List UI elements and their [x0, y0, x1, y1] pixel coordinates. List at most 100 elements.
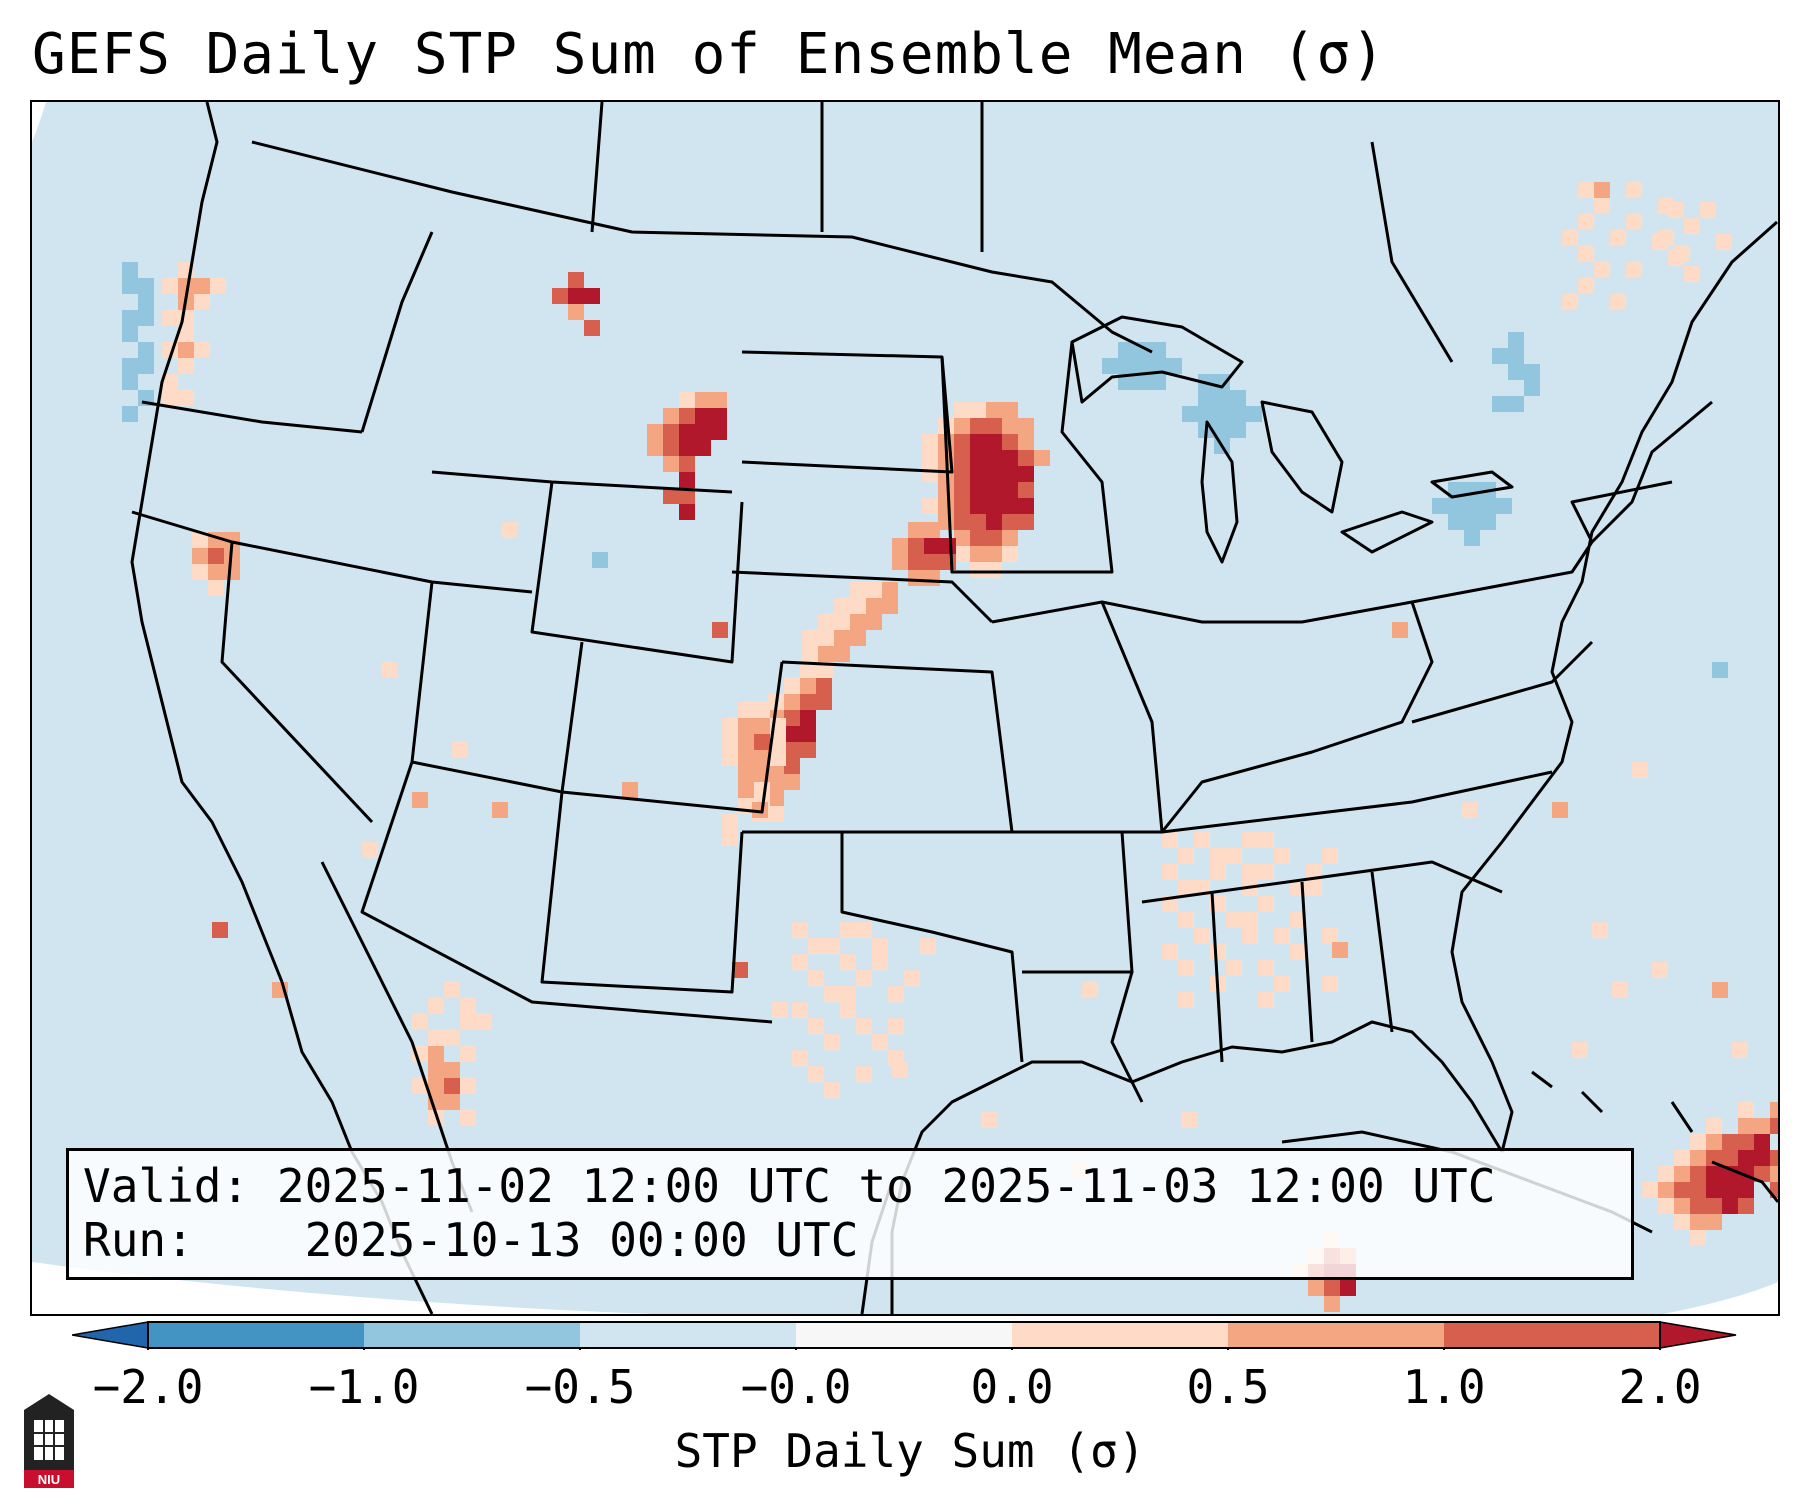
anomaly-cell [1674, 1214, 1690, 1230]
anomaly-cell [1178, 960, 1194, 976]
anomaly-cell [954, 418, 970, 434]
state-tx-panhandle [742, 830, 1024, 1063]
chart-title: GEFS Daily STP Sum of Ensemble Mean (σ) [32, 22, 1386, 87]
anomaly-cell [1594, 182, 1610, 198]
anomaly-cell [663, 456, 679, 472]
state-il-in-oh [1101, 600, 1434, 833]
bahamas-2 [1580, 1090, 1604, 1114]
anomaly-cell [428, 1046, 444, 1062]
state-nd-sd-ne [741, 350, 954, 474]
anomaly-cell [1480, 498, 1496, 514]
pacific-coastline [130, 102, 284, 983]
anomaly-cell [584, 320, 600, 336]
colorbar [72, 1321, 1737, 1350]
anomaly-cell [802, 646, 818, 662]
valid-run-info-box: Valid: 2025-11-02 12:00 UTC to 2025-11-0… [66, 1148, 1634, 1280]
anomaly-cell [1524, 380, 1540, 396]
anomaly-cell [1626, 262, 1642, 278]
anomaly-cell [1706, 1118, 1722, 1134]
anomaly-cell [888, 986, 904, 1002]
anomaly-cell [850, 614, 866, 630]
anomaly-cell [1018, 482, 1034, 498]
anomaly-cell [1562, 230, 1578, 246]
state-wy-box [530, 481, 744, 664]
state-la [1110, 971, 1144, 1103]
anomaly-cell [194, 278, 210, 294]
domain-edge-right [1663, 1282, 1778, 1314]
colorbar-tick-label: 2.0 [1618, 1360, 1702, 1414]
colorbar-tick-label: 0.0 [970, 1360, 1054, 1414]
anomaly-cell [1002, 418, 1018, 434]
anomaly-cell [192, 548, 208, 564]
anomaly-cell [834, 646, 850, 662]
anomaly-cell [1668, 202, 1684, 218]
anomaly-cell [1578, 182, 1594, 198]
anomaly-cell [138, 310, 154, 326]
border-49th [251, 140, 1153, 354]
niu-logo: NIU [24, 1394, 74, 1488]
anomaly-cell [816, 678, 832, 694]
anomaly-cell [1324, 1296, 1340, 1312]
anomaly-cell [954, 514, 970, 530]
anomaly-cell [1508, 396, 1524, 412]
anomaly-cell [1166, 358, 1182, 374]
anomaly-cell [922, 466, 938, 482]
anomaly-cell [1002, 498, 1018, 514]
anomaly-cell [856, 970, 872, 986]
anomaly-cell [1018, 514, 1034, 530]
anomaly-cell [1194, 928, 1210, 944]
anomaly-cell [866, 598, 882, 614]
anomaly-cell [986, 434, 1002, 450]
anomaly-cell [754, 702, 770, 718]
anomaly-cell [1226, 848, 1242, 864]
anomaly-cell [924, 554, 940, 570]
anomaly-cell [452, 742, 468, 758]
anomaly-cell [866, 582, 882, 598]
anomaly-cell [970, 530, 986, 546]
anomaly-cell [1214, 406, 1230, 422]
colorbar-bin-7 [1444, 1322, 1660, 1348]
anomaly-cell [770, 750, 786, 766]
anomaly-cell [1274, 848, 1290, 864]
anomaly-cell [892, 538, 908, 554]
colorbar-tick-label: 1.0 [1402, 1360, 1486, 1414]
anomaly-cell [1182, 406, 1198, 422]
anomaly-cell [722, 814, 738, 830]
anomaly-cell [1594, 198, 1610, 214]
anomaly-cell [1690, 1230, 1706, 1246]
anomaly-cell [850, 598, 866, 614]
anomaly-cell [178, 342, 194, 358]
anomaly-cell [138, 342, 154, 358]
anomaly-cell [428, 1062, 444, 1078]
anomaly-cell [768, 790, 784, 806]
anomaly-cell [679, 392, 695, 408]
anomaly-cell [1134, 358, 1150, 374]
anomaly-cell [1290, 944, 1306, 960]
anomaly-cell [1162, 864, 1178, 880]
anomaly-cell [892, 554, 908, 570]
anomaly-cell [663, 408, 679, 424]
anomaly-cell [1134, 374, 1150, 390]
anomaly-cell [210, 278, 226, 294]
anomaly-cell [924, 570, 940, 586]
anomaly-cell [1162, 944, 1178, 960]
anomaly-cell [178, 390, 194, 406]
bahamas-3 [1670, 1101, 1694, 1133]
anomaly-cell [800, 694, 816, 710]
anomaly-cell [1340, 1280, 1356, 1296]
anomaly-cell [711, 424, 727, 440]
anomaly-cell [122, 374, 138, 390]
anomaly-cell [1492, 396, 1508, 412]
anomaly-cell [986, 530, 1002, 546]
anomaly-cell [1322, 848, 1338, 864]
anomaly-cell [1706, 1198, 1722, 1214]
colorbar-tick-label: 0.5 [1186, 1360, 1270, 1414]
map-panel [30, 100, 1780, 1316]
anomaly-cell [1150, 342, 1166, 358]
anomaly-cell [1658, 1198, 1674, 1214]
anomaly-cell [784, 742, 800, 758]
anomaly-cell [1722, 1198, 1738, 1214]
anomaly-cell [872, 1034, 888, 1050]
state-or-ca-nv [131, 510, 533, 594]
anomaly-cell [1674, 1150, 1690, 1166]
